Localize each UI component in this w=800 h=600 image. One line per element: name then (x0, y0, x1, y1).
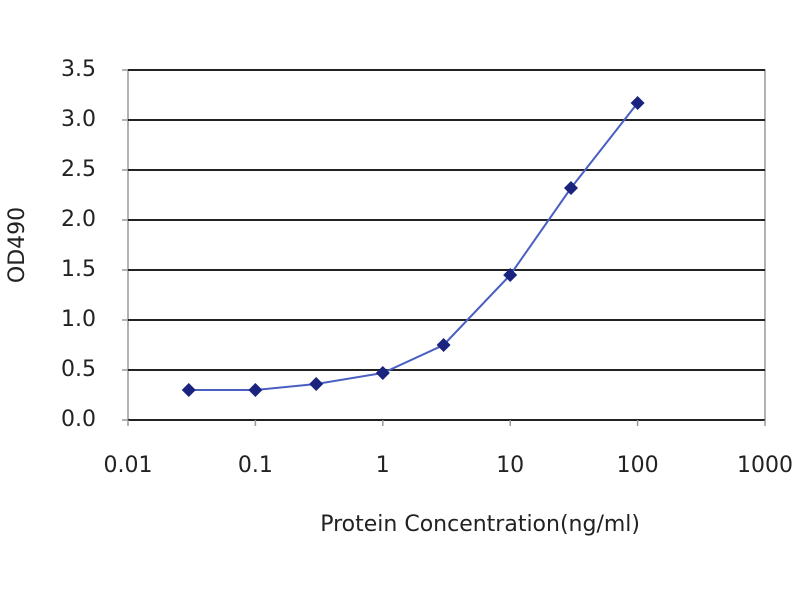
y-tick-label: 1.5 (61, 257, 96, 282)
x-axis-label: Protein Concentration(ng/ml) (320, 512, 640, 537)
y-tick-label: 0.5 (61, 357, 96, 382)
data-point (181, 383, 196, 397)
x-tick-label: 1 (376, 453, 390, 478)
y-tick-label: 3.5 (61, 57, 96, 82)
y-tick-label: 1.0 (61, 307, 96, 332)
data-point (375, 366, 390, 380)
data-point (563, 181, 578, 195)
y-tick-label: 3.0 (61, 107, 96, 132)
data-point (503, 268, 518, 282)
data-point (248, 383, 263, 397)
x-tick-label: 0.1 (238, 453, 273, 478)
data-line (188, 102, 639, 391)
y-tick-label: 2.0 (61, 207, 96, 232)
y-tick-label: 0.0 (61, 407, 96, 432)
data-point (436, 338, 451, 352)
y-axis-label: OD490 (5, 207, 30, 283)
x-tick-label: 0.01 (104, 453, 153, 478)
x-tick-label: 100 (617, 453, 659, 478)
data-point (309, 377, 324, 391)
x-tick-label: 1000 (737, 453, 793, 478)
x-tick-label: 10 (496, 453, 524, 478)
y-tick-label: 2.5 (61, 157, 96, 182)
plot-area (127, 69, 766, 421)
data-point (630, 96, 645, 110)
